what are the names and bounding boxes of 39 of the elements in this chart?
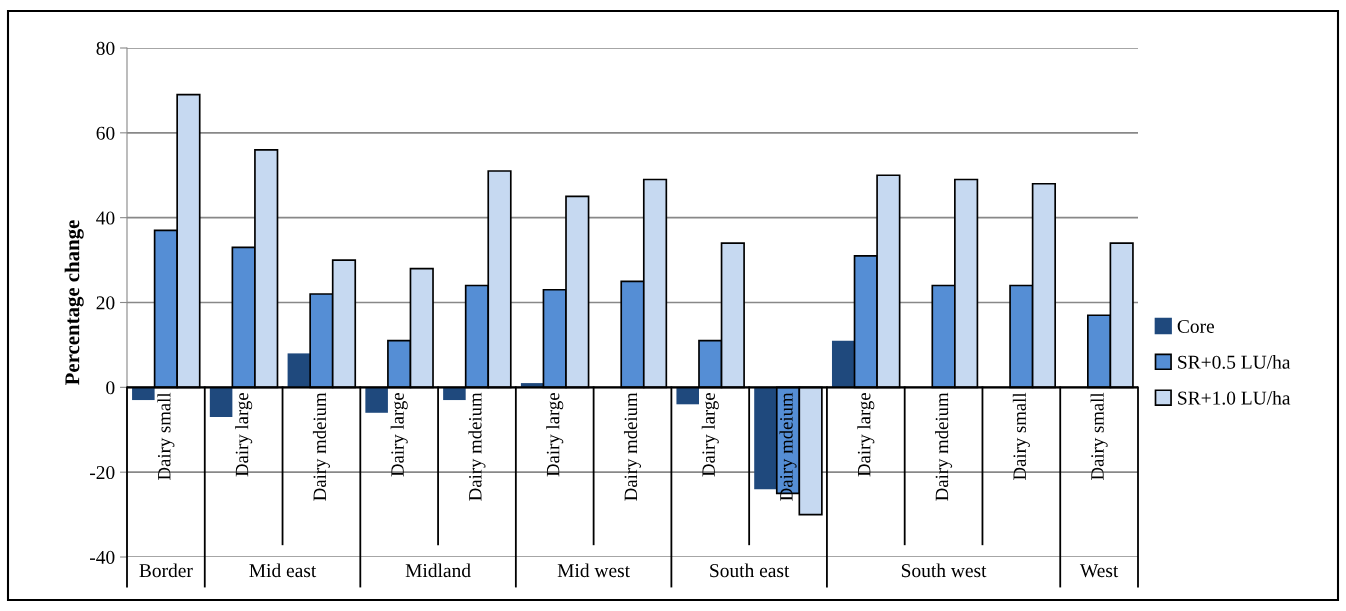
y-tick-label: 0 (106, 381, 115, 395)
bar (443, 387, 466, 401)
text: Mid west (557, 563, 630, 578)
x-tick-label: Dairy mdeium (312, 392, 330, 501)
x-tick-label: Dairy small (1012, 392, 1030, 480)
bar (365, 387, 388, 413)
text: Midland (405, 563, 471, 578)
legend-label: SR+0.5 LU/ha (1178, 355, 1291, 369)
text: Mid east (249, 563, 317, 578)
y-tick-label: 20 (96, 296, 115, 310)
x-tick-label: Dairy mdeium (935, 392, 953, 501)
y-tick-label: 60 (96, 126, 115, 140)
bar (754, 387, 777, 490)
legend-label: Core (1177, 319, 1215, 333)
x-tick-label: Dairy large (546, 393, 564, 477)
y-axis-title: Percentage change (64, 220, 84, 385)
bar (209, 387, 233, 418)
text: South west (901, 563, 987, 578)
y-tick-label: 80 (96, 41, 115, 55)
legend-label: SR+1.0 LU/ha (1178, 390, 1291, 405)
x-tick-label: Dairy mdeium (623, 392, 642, 501)
text: West (1079, 564, 1119, 578)
x-tick-label: Dairy large (390, 393, 408, 477)
bar (132, 387, 155, 401)
x-tick-label: Dairy small (1090, 392, 1108, 480)
x-tick-label: Dairy small (157, 392, 175, 480)
x-tick-label: Dairy large (857, 393, 875, 477)
bar (676, 387, 699, 405)
text: South east (710, 563, 790, 578)
x-tick-label: Dairy mdeium (779, 392, 797, 501)
bar (831, 340, 855, 388)
bar (287, 353, 311, 388)
x-tick-label: Dairy mdeium (468, 392, 486, 501)
y-tick-label: 40 (96, 211, 115, 225)
y-tick-label: -20 (90, 465, 115, 480)
text: Border (139, 563, 193, 578)
y-tick-label: -40 (90, 550, 115, 564)
x-tick-label: Dairy large (701, 393, 719, 477)
x-tick-label: Dairy large (235, 393, 253, 477)
